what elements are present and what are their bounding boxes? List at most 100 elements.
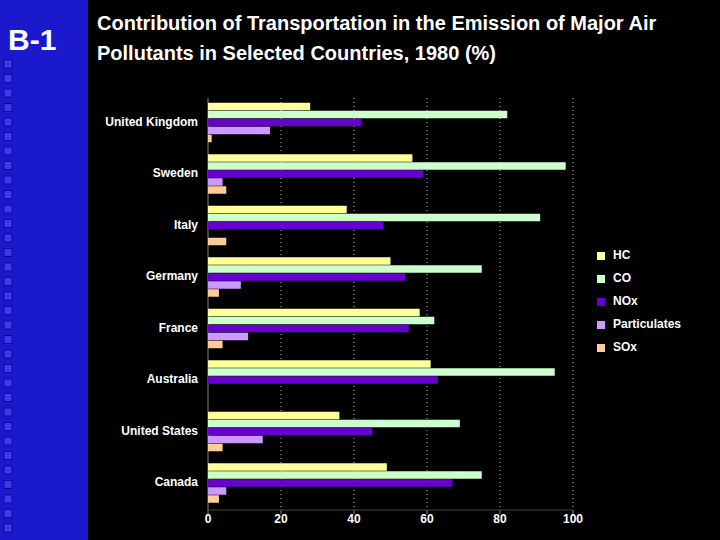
bar (208, 162, 566, 170)
bar (208, 119, 361, 127)
side-band (0, 0, 88, 540)
legend-label: SOx (613, 340, 637, 354)
bar (208, 170, 423, 178)
bar (208, 281, 241, 289)
bar (208, 206, 347, 214)
legend-swatch (597, 275, 605, 283)
bar (208, 127, 270, 135)
side-square (4, 481, 12, 489)
background (0, 0, 720, 540)
legend-swatch (597, 344, 605, 352)
legend-label: CO (613, 271, 631, 285)
side-square (4, 191, 12, 199)
slide-label: B-1 (8, 23, 56, 56)
bar (208, 436, 263, 444)
side-square (4, 510, 12, 518)
tick-label: 20 (274, 512, 288, 526)
side-square (4, 350, 12, 358)
bar (208, 222, 383, 230)
side-square (4, 104, 12, 112)
bar (208, 376, 438, 384)
bar (208, 420, 460, 428)
category-label: United States (121, 424, 198, 438)
side-square (4, 524, 12, 532)
side-square (4, 321, 12, 329)
grid-line (500, 98, 501, 510)
bar (208, 471, 482, 479)
legend-swatch (597, 252, 605, 260)
bar (208, 333, 248, 341)
side-square (4, 75, 12, 83)
side-square (4, 394, 12, 402)
side-square (4, 292, 12, 300)
bar (208, 257, 391, 265)
bar (208, 273, 405, 281)
bar (208, 317, 434, 325)
side-square (4, 307, 12, 315)
bar (208, 186, 226, 194)
bar (208, 368, 555, 376)
bar (208, 444, 223, 452)
title: Contribution of Transportation in the Em… (97, 12, 656, 64)
side-square (4, 249, 12, 257)
legend-label: HC (613, 248, 631, 262)
legend-swatch (597, 321, 605, 329)
side-square (4, 118, 12, 126)
tick-label: 0 (205, 512, 212, 526)
side-square (4, 423, 12, 431)
side-square (4, 89, 12, 97)
tick-label: 40 (347, 512, 361, 526)
side-square (4, 408, 12, 416)
bar (208, 412, 339, 420)
side-square (4, 205, 12, 213)
bar (208, 309, 420, 317)
chart: B-1 Contribution of Transportation in the… (0, 0, 720, 540)
side-square (4, 263, 12, 271)
bar (208, 463, 387, 471)
bar (208, 289, 219, 297)
bar (208, 214, 540, 222)
bar (208, 265, 482, 273)
bar (208, 154, 412, 162)
bar (208, 178, 223, 186)
category-label: Canada (155, 475, 199, 489)
legend-swatch (597, 298, 605, 306)
side-square (4, 176, 12, 184)
bar (208, 495, 219, 503)
bar (208, 428, 372, 436)
side-square (4, 234, 12, 242)
bar (208, 341, 223, 349)
side-square (4, 133, 12, 141)
category-label: Germany (146, 269, 198, 283)
bar (208, 325, 409, 333)
grid-line (427, 98, 428, 510)
category-label: France (159, 321, 199, 335)
grid-line (573, 98, 574, 510)
bar (208, 360, 431, 368)
tick-label: 60 (420, 512, 434, 526)
tick-label: 80 (493, 512, 507, 526)
category-label: Australia (147, 372, 199, 386)
side-square (4, 336, 12, 344)
side-square (4, 60, 12, 68)
bar (208, 111, 507, 119)
side-square (4, 437, 12, 445)
side-square (4, 278, 12, 286)
category-label: Sweden (153, 166, 198, 180)
side-square (4, 495, 12, 503)
bar (208, 487, 226, 495)
side-square (4, 147, 12, 155)
legend-label: NOx (613, 294, 638, 308)
tick-label: 100 (563, 512, 583, 526)
legend-label: Particulates (613, 317, 681, 331)
side-square (4, 162, 12, 170)
bar (208, 135, 212, 143)
side-square (4, 452, 12, 460)
category-label: United Kingdom (105, 115, 198, 129)
bar (208, 103, 310, 111)
bars (208, 103, 566, 503)
side-square (4, 365, 12, 373)
side-square (4, 220, 12, 228)
side-square (4, 379, 12, 387)
bar (208, 238, 226, 246)
